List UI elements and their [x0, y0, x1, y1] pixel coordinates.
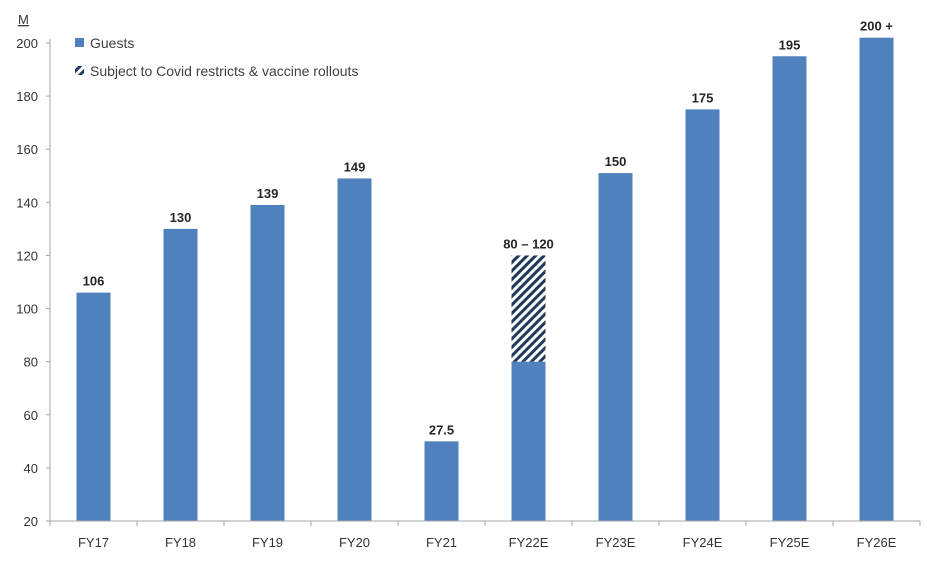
bar-fy24e	[685, 109, 720, 521]
plot-area	[76, 37, 894, 522]
legend-swatch-covid	[75, 66, 84, 75]
x-tick-label: FY24E	[683, 535, 723, 550]
data-label-fy22e: 80 – 120	[503, 236, 554, 251]
data-label-fy18: 130	[170, 210, 192, 225]
x-tick-label: FY20	[339, 535, 370, 550]
x-tick-label: FY22E	[509, 535, 549, 550]
data-label-fy17: 106	[83, 274, 105, 289]
bar-fy20	[337, 178, 372, 521]
data-label-fy21: 27.5	[429, 422, 454, 437]
legend-label-covid: Subject to Covid restricts & vaccine rol…	[90, 63, 358, 79]
bar-fy25e	[772, 56, 807, 522]
x-axis: FY17 FY18 FY19 FY20 FY21 FY22E FY23E FY24E FY25E…	[49, 520, 921, 550]
data-label-fy19: 139	[257, 186, 279, 201]
y-tick-label: 80	[24, 355, 38, 370]
legend-swatch-guests	[75, 38, 84, 47]
y-tick-label: 40	[24, 461, 38, 476]
bar-fy17	[76, 292, 111, 521]
y-tick-label: 120	[16, 248, 38, 263]
y-tick-label: 180	[16, 89, 38, 104]
x-tick-label: FY18	[165, 535, 196, 550]
data-label-fy25e: 195	[779, 37, 801, 52]
legend: Guests Subject to Covid restricts & vacc…	[75, 35, 358, 79]
x-tick-label: FY26E	[857, 535, 897, 550]
x-tick-label: FY19	[252, 535, 283, 550]
y-unit-label: M	[18, 12, 29, 27]
y-tick-label: 100	[16, 302, 38, 317]
bar-fy26e	[859, 37, 894, 521]
bar-fy21	[424, 441, 459, 521]
bar-fy19	[250, 204, 285, 521]
bar-fy18	[163, 228, 198, 521]
y-tick-label: 140	[16, 195, 38, 210]
data-label-fy23e: 150	[605, 154, 627, 169]
bar-fy22e	[511, 361, 546, 521]
legend-label-guests: Guests	[90, 35, 134, 51]
data-labels: 106 130 139 149 27.5 80 – 120 150 175 195 200 +	[83, 19, 894, 438]
y-tick-label: 60	[24, 408, 38, 423]
x-tick-label: FY17	[78, 535, 109, 550]
bar-hatched-range-fy22e	[511, 255, 546, 362]
data-label-fy24e: 175	[692, 90, 714, 105]
x-tick-label: FY25E	[770, 535, 810, 550]
y-tick-label: 160	[16, 142, 38, 157]
y-tick-label: 200	[16, 36, 38, 51]
y-axis: 20 40 60 80 100 120 140 160 180 200	[16, 36, 51, 529]
data-label-fy26e: 200 +	[860, 19, 893, 34]
x-tick-label: FY23E	[596, 535, 636, 550]
bar-fy23e	[598, 173, 633, 521]
x-tick-label: FY21	[426, 535, 457, 550]
y-tick-label: 20	[24, 514, 38, 529]
data-label-fy20: 149	[344, 159, 366, 174]
